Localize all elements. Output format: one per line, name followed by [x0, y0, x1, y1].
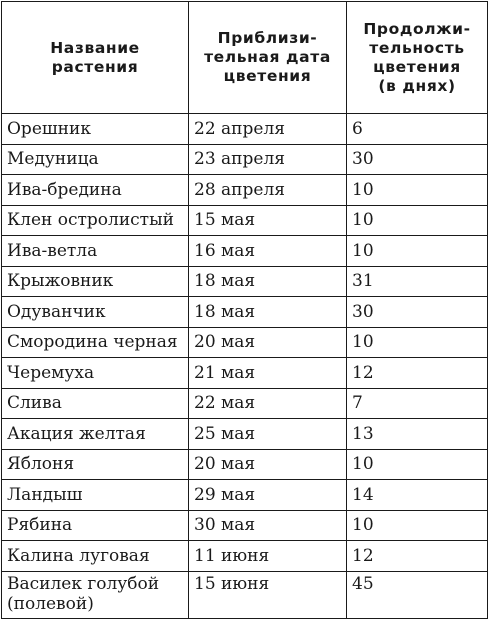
plant-name-cell: Крыжовник [1, 265, 189, 297]
duration-cell: 10 [346, 326, 488, 358]
table-row: Яблоня 20 мая 10 [1, 448, 488, 480]
plant-name-cell: Смородина черная [1, 326, 189, 358]
table-row: Василек голубой (полевой) 15 июня 45 [1, 570, 488, 619]
table-row: Рябина 30 мая 10 [1, 509, 488, 541]
table-row: Одуванчик 18 мая 30 [1, 296, 488, 328]
table-row: Ива-бредина 28 апреля 10 [1, 174, 488, 206]
date-cell: 29 мая [188, 479, 347, 511]
duration-cell: 12 [346, 540, 488, 572]
plant-name-cell: Орешник [1, 113, 189, 145]
plant-name-cell: Черемуха [1, 357, 189, 389]
duration-cell: 10 [346, 448, 488, 480]
header-row: Название растения Приблизи- тельная дата… [1, 1, 488, 114]
header-flowering-duration: Продолжи- тельность цветения (в днях) [346, 1, 488, 114]
plant-name-cell: Ландыш [1, 479, 189, 511]
plant-name-cell: Акация желтая [1, 418, 189, 450]
date-cell: 20 мая [188, 448, 347, 480]
date-cell: 28 апреля [188, 174, 347, 206]
duration-cell: 10 [346, 174, 488, 206]
duration-cell: 10 [346, 235, 488, 267]
date-cell: 25 мая [188, 418, 347, 450]
table-row: Акация желтая 25 мая 13 [1, 418, 488, 450]
plant-name-cell: Яблоня [1, 448, 189, 480]
date-cell: 22 апреля [188, 113, 347, 145]
date-cell: 18 мая [188, 265, 347, 297]
table-row: Калина луговая 11 июня 12 [1, 540, 488, 572]
duration-cell: 10 [346, 204, 488, 236]
duration-cell: 30 [346, 296, 488, 328]
table-row: Ива-ветла 16 мая 10 [1, 235, 488, 267]
plant-name-cell: Рябина [1, 509, 189, 541]
plant-name-cell: Ива-бредина [1, 174, 189, 206]
table-row: Орешник 22 апреля 6 [1, 113, 488, 145]
plant-name-cell: Медуница [1, 143, 189, 175]
table-row: Медуница 23 апреля 30 [1, 143, 488, 175]
date-cell: 21 мая [188, 357, 347, 389]
plant-name-cell: Одуванчик [1, 296, 189, 328]
plant-name-cell: Слива [1, 387, 189, 419]
duration-cell: 31 [346, 265, 488, 297]
date-cell: 23 апреля [188, 143, 347, 175]
date-cell: 11 июня [188, 540, 347, 572]
date-cell: 22 мая [188, 387, 347, 419]
date-cell: 30 мая [188, 509, 347, 541]
table-row: Ландыш 29 мая 14 [1, 479, 488, 511]
duration-cell: 30 [346, 143, 488, 175]
duration-cell: 7 [346, 387, 488, 419]
date-cell: 20 мая [188, 326, 347, 358]
plant-name-cell: Калина луговая [1, 540, 189, 572]
plant-name-cell: Василек голубой (полевой) [1, 570, 189, 619]
duration-cell: 14 [346, 479, 488, 511]
duration-cell: 13 [346, 418, 488, 450]
table-row: Клен остролистый 15 мая 10 [1, 204, 488, 236]
table-row: Смородина черная 20 мая 10 [1, 326, 488, 358]
duration-cell: 45 [346, 570, 488, 619]
date-cell: 15 июня [188, 570, 347, 619]
date-cell: 15 мая [188, 204, 347, 236]
plant-name-cell: Ива-ветла [1, 235, 189, 267]
duration-cell: 12 [346, 357, 488, 389]
duration-cell: 6 [346, 113, 488, 145]
header-flowering-date: Приблизи- тельная дата цветения [188, 1, 347, 114]
plant-name-cell: Клен остролистый [1, 204, 189, 236]
table-row: Слива 22 мая 7 [1, 387, 488, 419]
date-cell: 18 мая [188, 296, 347, 328]
table-row: Крыжовник 18 мая 31 [1, 265, 488, 297]
table-row: Черемуха 21 мая 12 [1, 357, 488, 389]
header-plant-name: Название растения [1, 1, 189, 114]
date-cell: 16 мая [188, 235, 347, 267]
duration-cell: 10 [346, 509, 488, 541]
